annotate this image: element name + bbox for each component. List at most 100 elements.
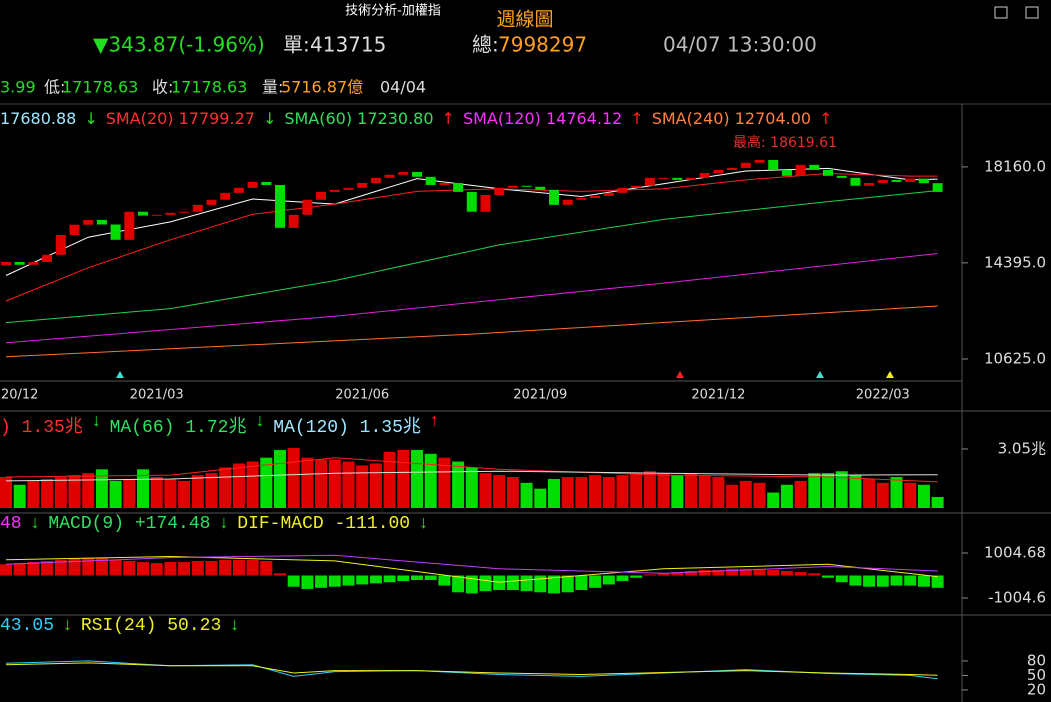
- volume-bar: [109, 480, 122, 508]
- y-tick-label: 14395.0: [984, 253, 1046, 271]
- macd-bar: [452, 575, 465, 593]
- candle-body: [918, 178, 929, 184]
- legend-entry: ) 1.35兆: [0, 418, 83, 438]
- candle-body: [42, 254, 53, 262]
- macd-bar: [232, 559, 245, 576]
- macd-bar: [287, 575, 300, 587]
- macd-bar: [150, 563, 163, 576]
- legend-entry: 17680.88: [0, 109, 77, 128]
- macd-bar: [95, 557, 108, 576]
- volume-bar: [493, 475, 506, 508]
- candle-body: [206, 199, 217, 205]
- candle-body: [781, 169, 792, 176]
- volume-bar: [520, 482, 533, 508]
- macd-bar: [356, 575, 369, 585]
- legend-entry: SMA(240) 12704.00: [651, 109, 812, 128]
- macd-bar: [369, 575, 382, 584]
- volume-bar: [835, 471, 848, 508]
- macd-bar: [767, 569, 780, 576]
- macd-bar: [13, 563, 26, 576]
- volume-bar: [438, 457, 451, 508]
- macd-bar: [82, 557, 95, 576]
- legend-entry: MA(66) 1.72兆: [109, 418, 247, 438]
- legend-arrow: ↓: [29, 514, 41, 534]
- macd-bar: [712, 569, 725, 576]
- macd-bar: [123, 560, 136, 576]
- macd-bar: [41, 560, 54, 576]
- volume-bar: [506, 477, 519, 508]
- volume-bar: [383, 451, 396, 508]
- title: 技術分析-加權指: [345, 4, 441, 19]
- legend-entry: 48: [0, 514, 22, 534]
- volume-bar: [369, 463, 382, 508]
- candle-body: [713, 169, 724, 174]
- volume-bar: [548, 478, 560, 508]
- volume-bar: [698, 475, 711, 508]
- candle-body: [412, 171, 422, 177]
- candle-body: [247, 181, 258, 188]
- volume-bar: [54, 477, 67, 508]
- candle-body: [192, 204, 203, 212]
- candle-body: [631, 185, 642, 188]
- volume-bar: [890, 477, 903, 508]
- volume-bar: [616, 475, 629, 508]
- macd-bar: [260, 560, 273, 576]
- window-button[interactable]: [1025, 6, 1039, 19]
- candle-body: [138, 211, 148, 216]
- macd-bar: [465, 575, 478, 594]
- legend-arrow: ↓: [254, 412, 266, 432]
- macd-bar: [54, 559, 67, 576]
- candle-body: [466, 191, 477, 212]
- total-label: 總:: [472, 33, 499, 57]
- candle-body: [28, 261, 39, 265]
- volume-bar: [575, 477, 588, 508]
- volume-bar: [808, 473, 821, 508]
- macd-bar: [315, 575, 328, 588]
- macd-bar: [849, 575, 862, 586]
- candle-body: [384, 174, 395, 178]
- macd-bar: [794, 572, 807, 576]
- volume-bar: [274, 449, 286, 508]
- macd-bar: [931, 575, 944, 588]
- x-tick-label: 2021/03: [130, 388, 184, 403]
- candle-body: [850, 177, 861, 186]
- candle-body: [398, 171, 409, 175]
- legend-arrow: ↓: [90, 412, 102, 432]
- volume-bar: [479, 473, 492, 508]
- x-tick-label: 2021/12: [691, 388, 745, 403]
- candle-body: [686, 177, 696, 180]
- macd-bar: [808, 573, 821, 576]
- sma-line: [5, 305, 938, 358]
- candle-body: [316, 191, 327, 200]
- y-tick-label: 10625.0: [984, 349, 1046, 367]
- macd-bar: [438, 575, 451, 586]
- candle-body: [562, 199, 573, 205]
- volume-bar: [41, 478, 54, 508]
- y-tick-label: 18160.0: [984, 157, 1046, 175]
- candle-body: [343, 187, 354, 190]
- volume-bar: [726, 484, 739, 508]
- period: 週線圖: [496, 9, 553, 31]
- window-button[interactable]: [994, 6, 1008, 19]
- price-legend: 17680.88 ↓ SMA(20) 17799.27 ↓ SMA(60) 17230.…: [0, 109, 832, 128]
- macd-bar: [890, 575, 903, 586]
- legend-entry: RSI(24) 50.23: [80, 616, 222, 636]
- volume-bar: [232, 463, 245, 508]
- candle-body: [1, 261, 11, 266]
- candle-body: [727, 167, 738, 170]
- volume-bar: [657, 473, 670, 508]
- volume-bar: [27, 480, 40, 508]
- sma-line: [5, 190, 938, 324]
- candle-body: [768, 160, 779, 170]
- volume-bar: [863, 478, 876, 508]
- date: 04/04: [380, 78, 426, 97]
- low-value: 17178.63: [62, 78, 138, 97]
- rsi-line: [5, 660, 938, 680]
- signal-marker: [676, 371, 684, 378]
- volume-bar: [13, 484, 26, 508]
- rsi-line: [5, 662, 938, 676]
- candle-body: [329, 189, 340, 192]
- volume-bar: [534, 488, 547, 508]
